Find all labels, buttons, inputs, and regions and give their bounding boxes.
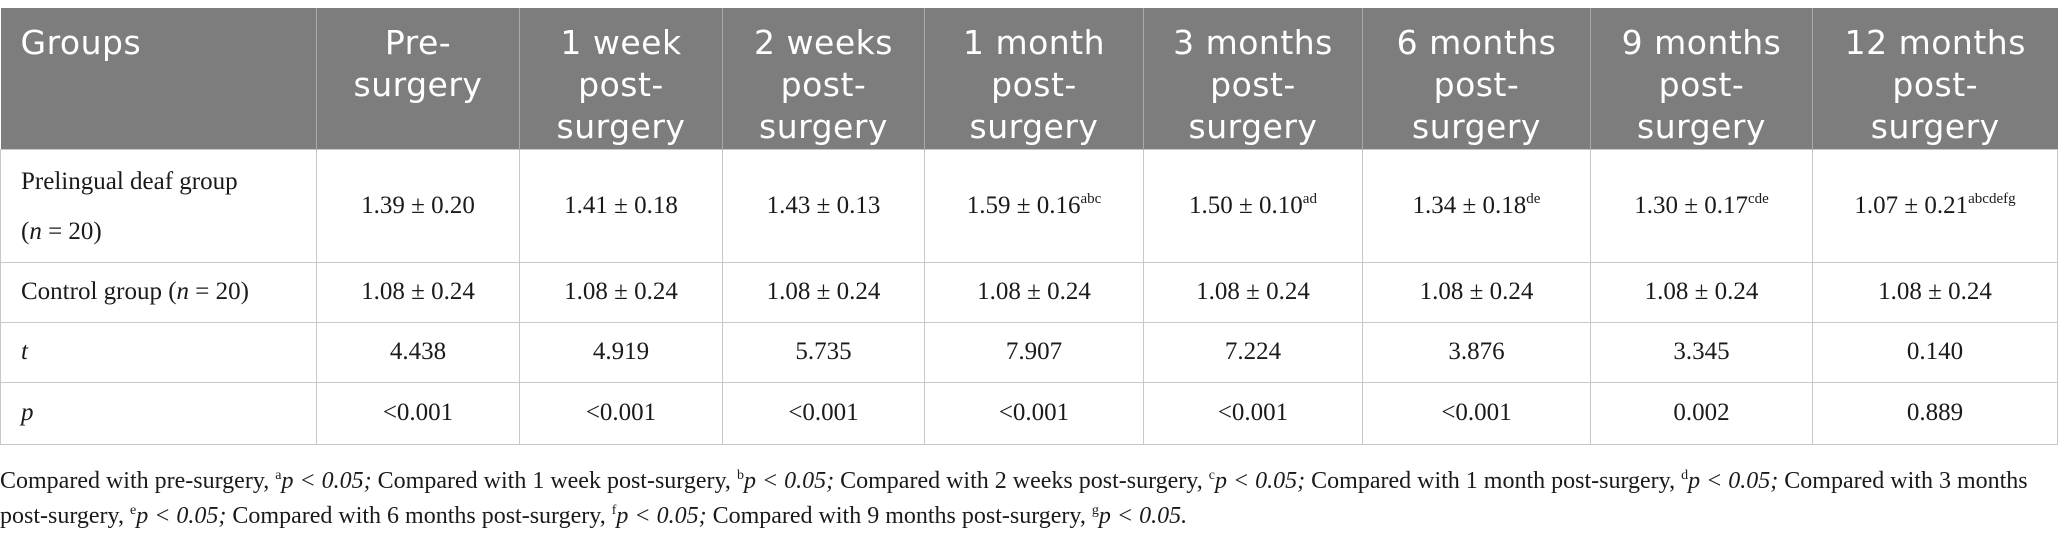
table-cell: <0.001	[519, 381, 723, 445]
table-cell: 1.30 ± 0.17cde	[1590, 148, 1813, 263]
col-header-12-months: 12 months post-surgery	[1812, 8, 2058, 149]
table-cell: 1.08 ± 0.24	[316, 261, 520, 323]
table-cell: 7.907	[924, 321, 1144, 383]
table-cell: <0.001	[1143, 381, 1363, 445]
table-cell: 7.224	[1143, 321, 1363, 383]
table-cell: 1.39 ± 0.20	[316, 148, 520, 263]
table-cell: 3.876	[1362, 321, 1591, 383]
significance-superscript: ad	[1302, 190, 1317, 207]
significance-superscript: cde	[1747, 190, 1769, 207]
table-cell: 1.08 ± 0.24	[519, 261, 723, 323]
table-cell: 1.08 ± 0.24	[722, 261, 925, 323]
table-cell: <0.001	[722, 381, 925, 445]
row-label-p: p	[0, 381, 317, 445]
table-cell: 1.50 ± 0.10ad	[1143, 148, 1363, 263]
row-label-t: t	[0, 321, 317, 383]
col-header-1-week: 1 week post-surgery	[519, 8, 723, 149]
table-cell: 1.59 ± 0.16abc	[924, 148, 1144, 263]
table-cell: 0.002	[1590, 381, 1813, 445]
col-header-6-months: 6 months post-surgery	[1362, 8, 1591, 149]
table-cell: 1.08 ± 0.24	[1362, 261, 1591, 323]
table-footnote: Compared with pre-surgery, ap < 0.05; Co…	[0, 468, 2028, 529]
table-row-t: t 4.438 4.919 5.735 7.907 7.224 3.876 3.…	[0, 321, 2058, 383]
table-cell: 1.08 ± 0.24	[924, 261, 1144, 323]
table-cell: 1.08 ± 0.24	[1590, 261, 1813, 323]
table-cell: 1.07 ± 0.21abcdefg	[1812, 148, 2058, 263]
table-row-p: p <0.001 <0.001 <0.001 <0.001 <0.001 <0.…	[0, 381, 2058, 445]
row-label-control: Control group (n = 20)	[0, 261, 317, 323]
table-cell: 1.41 ± 0.18	[519, 148, 723, 263]
table-cell: 1.43 ± 0.13	[722, 148, 925, 263]
table-cell: 0.889	[1812, 381, 2058, 445]
table-cell: 0.140	[1812, 321, 2058, 383]
col-header-2-weeks: 2 weeks post-surgery	[722, 8, 925, 149]
table-cell: 1.34 ± 0.18de	[1362, 148, 1591, 263]
col-header-groups: Groups	[0, 8, 317, 149]
col-header-pre-surgery: Pre-surgery	[316, 8, 520, 149]
table-cell: <0.001	[316, 381, 520, 445]
significance-superscript: de	[1526, 190, 1541, 207]
significance-superscript: abc	[1080, 190, 1102, 207]
table-row-prelingual: Prelingual deaf group (n = 20) 1.39 ± 0.2…	[0, 148, 2058, 263]
table-cell: 5.735	[722, 321, 925, 383]
table-cell: 1.08 ± 0.24	[1812, 261, 2058, 323]
table-cell: 3.345	[1590, 321, 1813, 383]
table-cell: 4.919	[519, 321, 723, 383]
row-label-prelingual: Prelingual deaf group (n = 20)	[0, 148, 317, 263]
col-header-3-months: 3 months post-surgery	[1143, 8, 1363, 149]
table-cell: 1.08 ± 0.24	[1143, 261, 1363, 323]
significance-superscript: abcdefg	[1968, 190, 2016, 207]
table-cell: <0.001	[1362, 381, 1591, 445]
table-cell: 4.438	[316, 321, 520, 383]
col-header-1-month: 1 month post-surgery	[924, 8, 1144, 149]
table-row-control: Control group (n = 20) 1.08 ± 0.24 1.08 …	[0, 261, 2058, 323]
col-header-9-months: 9 months post-surgery	[1590, 8, 1813, 149]
header-row: Groups Pre-surgery 1 week post-surgery 2 …	[0, 8, 2058, 149]
results-table: Groups Pre-surgery 1 week post-surgery 2 …	[0, 8, 2058, 445]
table-cell: <0.001	[924, 381, 1144, 445]
